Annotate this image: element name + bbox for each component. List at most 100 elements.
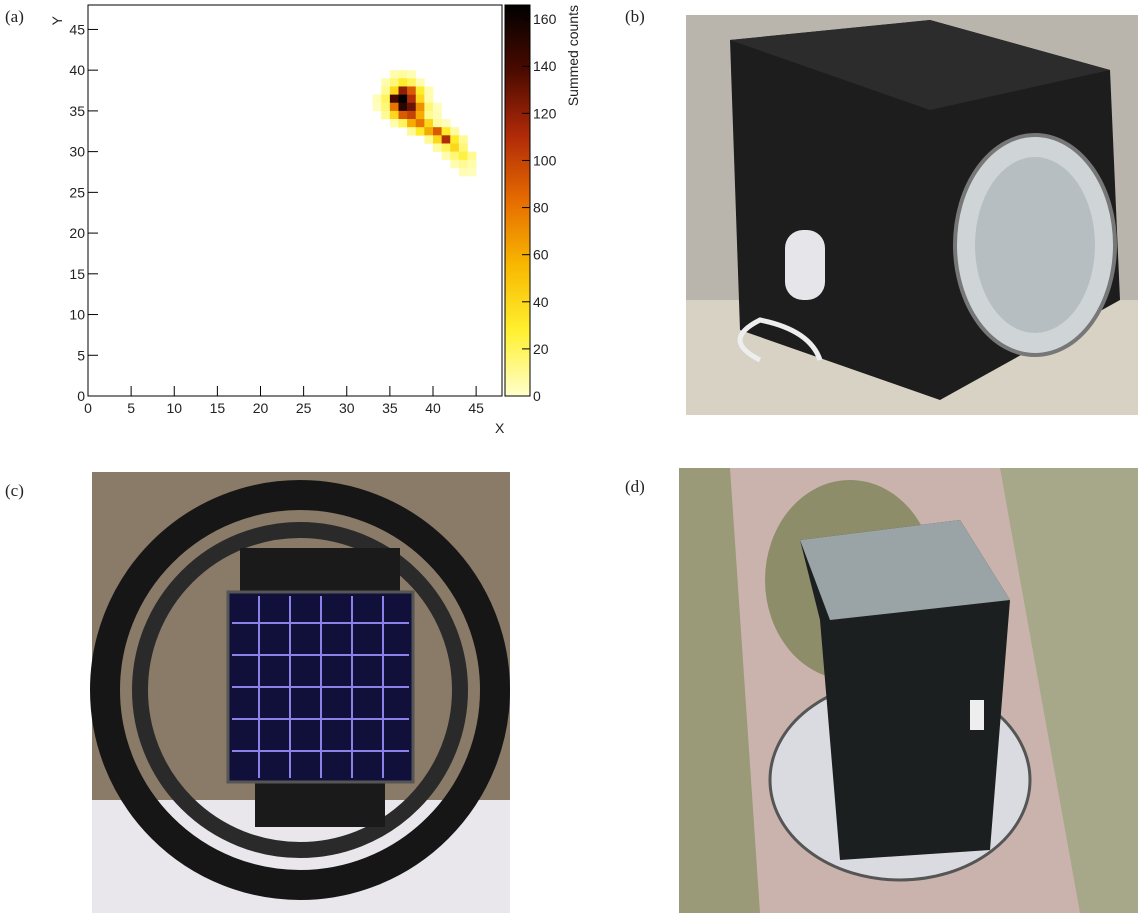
heat-cell xyxy=(407,119,416,127)
heat-cell xyxy=(416,95,425,103)
heat-cell xyxy=(381,78,390,86)
y-tick-label: 45 xyxy=(69,21,85,37)
y-tick-label: 10 xyxy=(69,307,85,323)
heat-cell xyxy=(459,135,468,143)
y-tick-label: 40 xyxy=(69,62,85,78)
y-tick-label: 0 xyxy=(77,388,85,404)
heat-cell xyxy=(424,127,433,135)
heat-cell xyxy=(390,86,399,94)
y-tick-label: 20 xyxy=(69,225,85,241)
panel-label: (a) xyxy=(5,7,24,26)
heat-cell xyxy=(390,103,399,111)
heat-cell xyxy=(424,111,433,119)
heat-cell xyxy=(407,95,416,103)
heat-cell xyxy=(442,119,451,127)
colorbar-tick-label: 160 xyxy=(533,11,557,27)
heat-cell xyxy=(450,143,459,151)
photo-instrument xyxy=(686,15,1138,415)
heat-cell xyxy=(450,135,459,143)
heat-cell xyxy=(433,135,442,143)
heat-cell xyxy=(459,160,468,168)
heat-cell xyxy=(424,86,433,94)
heat-cell xyxy=(416,86,425,94)
heat-cell xyxy=(390,70,399,78)
x-tick-label: 20 xyxy=(253,400,269,416)
heat-cell xyxy=(424,95,433,103)
y-axis-label: Y xyxy=(49,15,65,25)
heat-cell xyxy=(416,78,425,86)
y-tick-label: 25 xyxy=(69,184,85,200)
heat-cell xyxy=(407,127,416,135)
panel-label: (b) xyxy=(625,7,645,26)
heat-cell xyxy=(459,152,468,160)
colorbar-tick-label: 60 xyxy=(533,247,549,263)
x-tick-label: 25 xyxy=(296,400,312,416)
heat-cell xyxy=(407,103,416,111)
heat-cell xyxy=(416,119,425,127)
heat-cell xyxy=(407,78,416,86)
y-tick-label: 30 xyxy=(69,144,85,160)
x-tick-label: 0 xyxy=(84,400,92,416)
heat-cell xyxy=(390,95,399,103)
heat-cell xyxy=(399,95,408,103)
heat-cell xyxy=(468,168,477,176)
heat-cell xyxy=(390,119,399,127)
heat-cell xyxy=(416,127,425,135)
heat-cell xyxy=(433,103,442,111)
panel-label: (c) xyxy=(5,481,24,500)
heat-cell xyxy=(433,111,442,119)
heat-cell xyxy=(399,78,408,86)
heat-cell xyxy=(442,152,451,160)
colorbar-tick-label: 20 xyxy=(533,341,549,357)
heat-cell xyxy=(424,135,433,143)
heat-cell xyxy=(399,103,408,111)
x-tick-label: 40 xyxy=(425,400,441,416)
colorbar-tick-label: 140 xyxy=(533,58,557,74)
heat-cell xyxy=(407,86,416,94)
heat-cell xyxy=(399,111,408,119)
heatmap-chart: X Y Summed counts 0 5 10 15 20 25 30 35 40 45 0 5 10… xyxy=(49,5,581,436)
y-tick-label: 15 xyxy=(69,266,85,282)
heat-cell xyxy=(450,152,459,160)
heat-cell xyxy=(381,103,390,111)
heat-cell xyxy=(416,111,425,119)
x-tick-label: 10 xyxy=(166,400,182,416)
heat-cell xyxy=(407,111,416,119)
colorbar-tick-label: 40 xyxy=(533,294,549,310)
heat-cell xyxy=(459,143,468,151)
heat-cell xyxy=(450,160,459,168)
y-tick-label: 5 xyxy=(77,347,85,363)
heat-cell xyxy=(399,119,408,127)
x-axis-label: X xyxy=(495,420,505,436)
heat-cell xyxy=(407,70,416,78)
colorbar xyxy=(505,5,530,396)
heat-cell xyxy=(424,119,433,127)
colorbar-tick-label: 0 xyxy=(533,388,541,404)
heat-cell xyxy=(381,111,390,119)
heat-cell xyxy=(399,86,408,94)
figure: (a) (b) (c) (d) xyxy=(0,0,1138,913)
heat-cell xyxy=(390,111,399,119)
heat-cell xyxy=(416,103,425,111)
heat-cell xyxy=(450,127,459,135)
heat-cell xyxy=(390,78,399,86)
y-tick-label: 35 xyxy=(69,103,85,119)
heat-cell xyxy=(381,86,390,94)
colorbar-label: Summed counts xyxy=(565,5,581,106)
heat-cell xyxy=(373,103,382,111)
heat-cell xyxy=(433,119,442,127)
colorbar-tick-label: 100 xyxy=(533,152,557,168)
x-tick-label: 35 xyxy=(382,400,398,416)
plot-frame xyxy=(88,5,502,396)
colorbar-tick-label: 120 xyxy=(533,105,557,121)
x-tick-label: 5 xyxy=(127,400,135,416)
heat-cell xyxy=(399,70,408,78)
x-tick-label: 45 xyxy=(468,400,484,416)
heat-cell xyxy=(442,127,451,135)
colorbar-tick-label: 80 xyxy=(533,200,549,216)
x-tick-label: 30 xyxy=(339,400,355,416)
panel-label: (d) xyxy=(625,477,645,496)
heat-cell xyxy=(373,95,382,103)
heat-cell xyxy=(433,143,442,151)
heat-cell xyxy=(442,135,451,143)
